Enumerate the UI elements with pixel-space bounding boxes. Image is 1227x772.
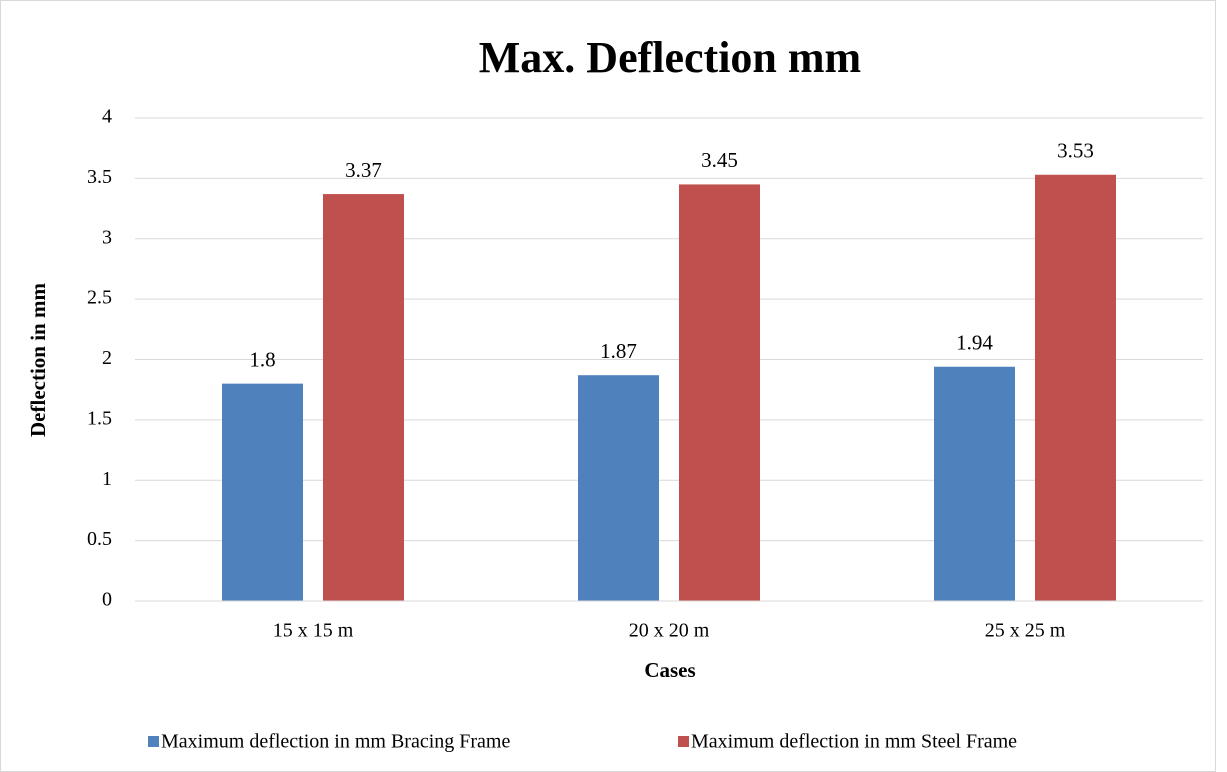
y-tick-label: 0 xyxy=(102,589,112,611)
bar xyxy=(934,366,1015,601)
chart-title: Max. Deflection mm xyxy=(479,33,861,82)
data-label: 3.53 xyxy=(1057,139,1094,163)
data-label: 1.8 xyxy=(249,347,275,371)
y-tick-label: 3.5 xyxy=(87,166,112,188)
bar xyxy=(222,383,303,601)
x-tick-label: 15 x 15 m xyxy=(273,620,354,642)
legend-label: Maximum deflection in mm Bracing Frame xyxy=(161,731,510,753)
bar xyxy=(1035,174,1116,601)
y-tick-label: 1 xyxy=(102,468,112,490)
legend-swatch xyxy=(148,736,159,747)
data-label: 3.37 xyxy=(345,158,382,182)
y-tick-label: 0.5 xyxy=(87,528,112,550)
y-tick-label: 2 xyxy=(102,347,112,369)
y-axis-title: Deflection in mm xyxy=(26,283,50,437)
data-label: 1.87 xyxy=(600,339,637,363)
bar xyxy=(679,184,760,601)
x-tick-label: 25 x 25 m xyxy=(985,620,1066,642)
legend-label: Maximum deflection in mm Steel Frame xyxy=(691,731,1017,753)
y-tick-label: 4 xyxy=(102,106,112,128)
data-label: 1.94 xyxy=(956,331,993,355)
x-axis-title: Cases xyxy=(644,658,695,682)
legend-swatch xyxy=(678,736,689,747)
y-tick-label: 2.5 xyxy=(87,287,112,309)
data-label: 3.45 xyxy=(701,148,738,172)
y-tick-label: 3 xyxy=(102,226,112,248)
x-tick-label: 20 x 20 m xyxy=(629,620,710,642)
bar xyxy=(578,375,659,601)
y-tick-label: 1.5 xyxy=(87,407,112,429)
bar xyxy=(323,194,404,601)
